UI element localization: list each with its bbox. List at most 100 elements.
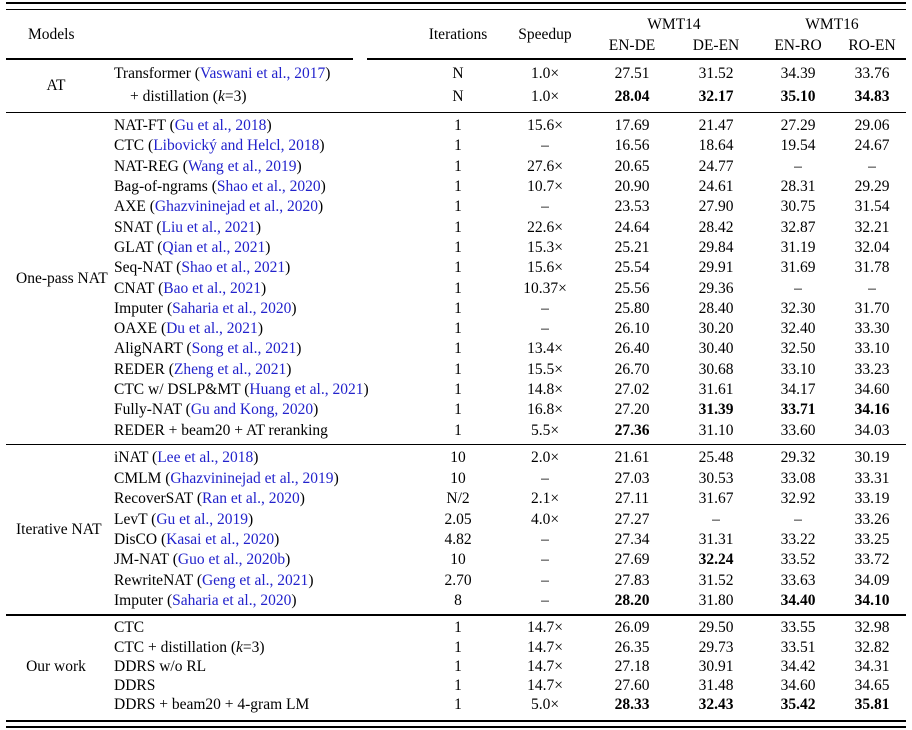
citation-link[interactable]: Ghazvininejad et al., 2019 xyxy=(170,469,334,487)
citation-link[interactable]: Geng et al., 2021 xyxy=(201,571,309,589)
citation-link[interactable]: Ran et al., 2020 xyxy=(201,490,300,508)
citation-link[interactable]: Saharia et al., 2020 xyxy=(172,592,292,610)
citation-link[interactable]: Wang et al., 2019 xyxy=(187,157,297,175)
score-value: 25.80 xyxy=(614,299,650,317)
citation-link[interactable]: Shao et al., 2020 xyxy=(216,178,321,196)
section-divider-rule xyxy=(6,614,906,616)
score-value: 34.39 xyxy=(780,65,816,82)
header-iterations: Iterations xyxy=(428,26,488,43)
score-value: 31.70 xyxy=(854,299,890,317)
group-label: One-pass NAT xyxy=(6,116,108,441)
header-wmt16: WMT16 xyxy=(805,15,859,33)
score-value: 29.73 xyxy=(698,638,734,656)
citation-link[interactable]: Vaswani et al., 2017 xyxy=(199,65,326,82)
score-value: 24.77 xyxy=(698,157,734,175)
score-value: 29.50 xyxy=(698,619,734,637)
citation-link[interactable]: Gu and Kong, 2020 xyxy=(190,401,314,419)
score-value: 24.67 xyxy=(854,137,890,155)
score-value: 34.40 xyxy=(780,592,816,610)
score-value: 27.60 xyxy=(614,677,650,695)
citation-link[interactable]: Shao et al., 2021 xyxy=(181,259,286,277)
header-ro-en: RO-EN xyxy=(848,36,896,54)
score-value: 30.53 xyxy=(698,469,734,487)
speedup-value: – xyxy=(541,198,549,216)
header-en-de: EN-DE xyxy=(608,36,656,54)
iterations-value: 1 xyxy=(454,117,462,135)
citation-link[interactable]: Liu et al., 2021 xyxy=(161,218,256,236)
citation-link[interactable]: Gu et al., 2019 xyxy=(156,510,249,528)
model-name: CMLM (Ghazvininejad et al., 2019) xyxy=(114,469,339,487)
iterations-value: 2.70 xyxy=(444,571,472,589)
iterations-value: 1 xyxy=(454,360,462,378)
score-value: 33.19 xyxy=(854,490,890,508)
score-value: 33.60 xyxy=(780,421,816,439)
citation-link[interactable]: Guo et al., 2020b xyxy=(177,551,286,569)
speedup-value: 15.6× xyxy=(527,259,563,277)
model-name: CTC w/ DSLP&MT (Huang et al., 2021) xyxy=(114,381,369,398)
score-value: 31.31 xyxy=(698,531,734,548)
score-value: 31.52 xyxy=(698,571,734,589)
score-value: 25.21 xyxy=(614,238,650,256)
speedup-value: 22.6× xyxy=(527,218,563,236)
speedup-value: 2.1× xyxy=(530,490,560,508)
model-name: CTC + distillation (k =3) xyxy=(114,638,265,656)
score-value: 32.40 xyxy=(780,320,816,338)
citation-link[interactable]: Ghazvininejad et al., 2020 xyxy=(154,198,319,216)
score-value: 31.54 xyxy=(854,198,890,216)
speedup-value: 5.0× xyxy=(530,696,560,714)
score-value: 25.48 xyxy=(698,449,734,467)
citation-link[interactable]: Saharia et al., 2020 xyxy=(172,299,292,317)
score-value: 32.24 xyxy=(698,551,734,569)
iterations-value: 10 xyxy=(450,551,466,569)
score-value: 33.23 xyxy=(854,360,890,378)
citation-link[interactable]: Zheng et al., 2021 xyxy=(173,360,287,378)
score-value: 26.10 xyxy=(614,320,650,338)
citation-link[interactable]: Qian et al., 2021 xyxy=(162,238,266,256)
group-label-text: Our work xyxy=(26,658,86,676)
model-name: RewriteNAT (Geng et al., 2021) xyxy=(114,571,314,589)
citation-link[interactable]: Gu et al., 2018 xyxy=(174,117,267,135)
score-value: 33.08 xyxy=(780,469,816,487)
model-name: OAXE (Du et al., 2021) xyxy=(114,320,263,338)
score-value: 34.42 xyxy=(780,657,816,675)
score-value: 30.20 xyxy=(698,320,734,338)
speedup-value: – xyxy=(541,551,549,569)
score-value: 34.10 xyxy=(854,592,890,610)
citation-link[interactable]: Du et al., 2021 xyxy=(166,320,258,338)
citation-link[interactable]: Huang et al., 2021 xyxy=(249,381,364,398)
iterations-value: 1 xyxy=(454,299,462,317)
speedup-value: 1.0× xyxy=(530,65,560,82)
score-value: 27.18 xyxy=(614,657,650,675)
citation-link[interactable]: Bao et al., 2021 xyxy=(163,279,261,297)
score-value: 26.40 xyxy=(614,340,650,358)
score-value: 17.69 xyxy=(614,117,650,135)
bottom-rule-outer xyxy=(6,726,906,728)
model-name: AligNART (Song et al., 2021) xyxy=(114,340,302,358)
score-value: 33.51 xyxy=(780,638,816,656)
group-label: Our work xyxy=(6,619,106,715)
score-value: 21.61 xyxy=(614,449,650,467)
iterations-value: 2.05 xyxy=(444,510,472,528)
iterations-value: 1 xyxy=(454,619,462,637)
score-value: 25.54 xyxy=(614,259,650,277)
score-value: 34.31 xyxy=(854,657,890,675)
citation-link[interactable]: Kasai et al., 2020 xyxy=(166,531,275,548)
header-en-ro: EN-RO xyxy=(774,36,822,54)
speedup-value: – xyxy=(541,592,549,610)
iterations-value: 1 xyxy=(454,677,462,695)
speedup-value: 15.3× xyxy=(527,238,563,256)
score-value: 33.31 xyxy=(854,469,890,487)
score-value: 28.40 xyxy=(698,299,734,317)
speedup-value: 13.4× xyxy=(527,340,563,358)
citation-link[interactable]: Lee et al., 2018 xyxy=(157,449,254,467)
score-value: – xyxy=(794,157,802,175)
speedup-value: 15.6× xyxy=(527,117,563,135)
score-value: 16.56 xyxy=(614,137,650,155)
header-de-en: DE-EN xyxy=(692,36,740,54)
score-value: – xyxy=(712,510,720,528)
model-name: DDRS w/o RL xyxy=(114,657,207,675)
group-label: Iterative NAT xyxy=(6,448,106,611)
citation-link[interactable]: Song et al., 2021 xyxy=(191,340,297,358)
score-value: 34.60 xyxy=(854,381,890,398)
citation-link[interactable]: Libovický and Helcl, 2018 xyxy=(153,137,320,155)
